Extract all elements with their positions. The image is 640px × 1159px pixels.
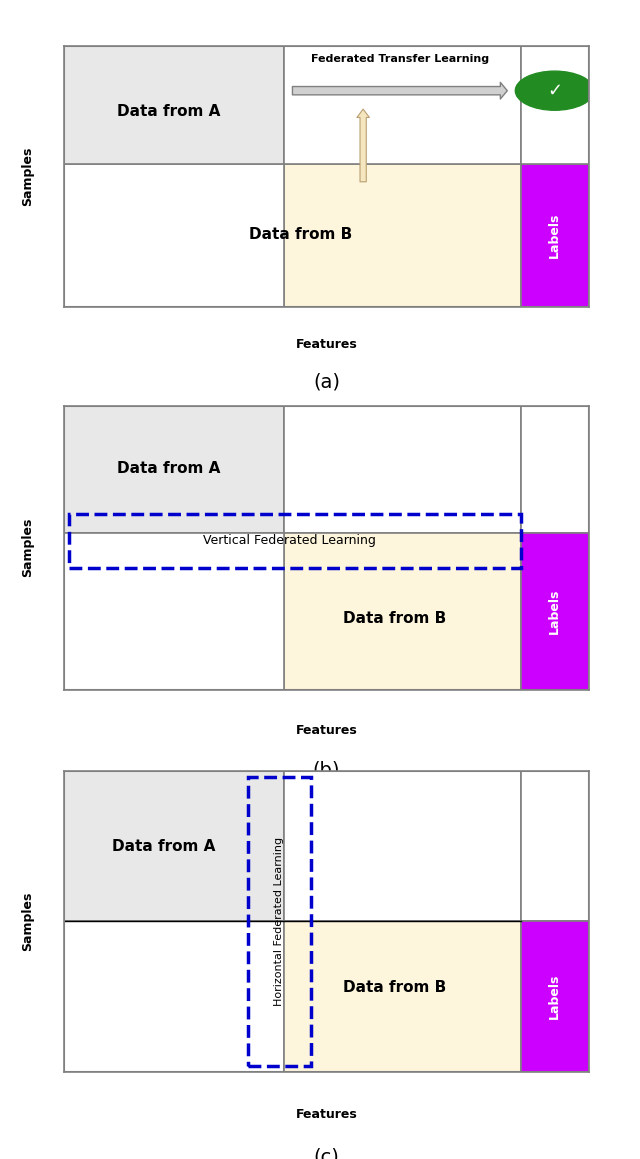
Bar: [520, 771, 589, 921]
Bar: [520, 921, 589, 1072]
Text: Data from B: Data from B: [343, 981, 446, 996]
Text: Labels: Labels: [548, 589, 561, 634]
Text: Vertical Federated Learning: Vertical Federated Learning: [204, 534, 376, 547]
Bar: [284, 771, 520, 921]
Text: (b): (b): [313, 760, 340, 780]
Bar: [520, 46, 589, 163]
Text: (a): (a): [313, 372, 340, 392]
Bar: [64, 406, 284, 533]
Text: Horizontal Federated Learning: Horizontal Federated Learning: [274, 837, 284, 1006]
Bar: [284, 533, 520, 690]
Text: ✓: ✓: [547, 81, 563, 100]
Bar: [69, 513, 520, 568]
Bar: [64, 771, 284, 921]
Text: Labels: Labels: [548, 974, 561, 1020]
Bar: [284, 163, 520, 307]
Text: Samples: Samples: [20, 147, 34, 206]
Text: Features: Features: [296, 1108, 357, 1121]
Bar: [284, 46, 520, 163]
Text: Federated Transfer Learning: Federated Transfer Learning: [311, 54, 489, 65]
Text: Data from A: Data from A: [117, 104, 221, 119]
Bar: [284, 921, 520, 1072]
Text: Labels: Labels: [548, 213, 561, 258]
Text: Data from B: Data from B: [248, 227, 352, 241]
Bar: [520, 406, 589, 533]
Bar: [520, 163, 589, 307]
Text: Samples: Samples: [20, 518, 34, 577]
Text: Features: Features: [296, 338, 357, 351]
Bar: [64, 163, 284, 307]
Bar: [248, 777, 310, 1066]
Bar: [520, 533, 589, 690]
Bar: [64, 46, 284, 163]
Text: Data from A: Data from A: [112, 839, 216, 853]
Bar: [64, 921, 284, 1072]
Text: Samples: Samples: [20, 891, 34, 952]
Text: Data from B: Data from B: [343, 611, 446, 626]
Text: (c): (c): [314, 1147, 339, 1159]
Text: Data from A: Data from A: [117, 460, 221, 475]
Text: Features: Features: [296, 723, 357, 737]
Bar: [284, 406, 520, 533]
Circle shape: [515, 71, 594, 110]
Bar: [64, 533, 284, 690]
